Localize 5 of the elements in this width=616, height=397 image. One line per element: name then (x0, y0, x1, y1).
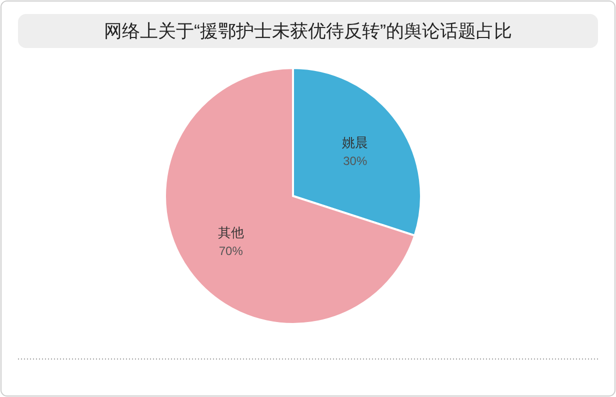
data-label: 70% (218, 244, 244, 258)
data-label: 30% (343, 154, 368, 168)
slice-label: 其他 (218, 225, 244, 240)
chart-title: 网络上关于“援鄂护士未获优待反转”的舆论话题占比 (104, 21, 512, 41)
slice-label: 姚晨 (342, 134, 368, 150)
